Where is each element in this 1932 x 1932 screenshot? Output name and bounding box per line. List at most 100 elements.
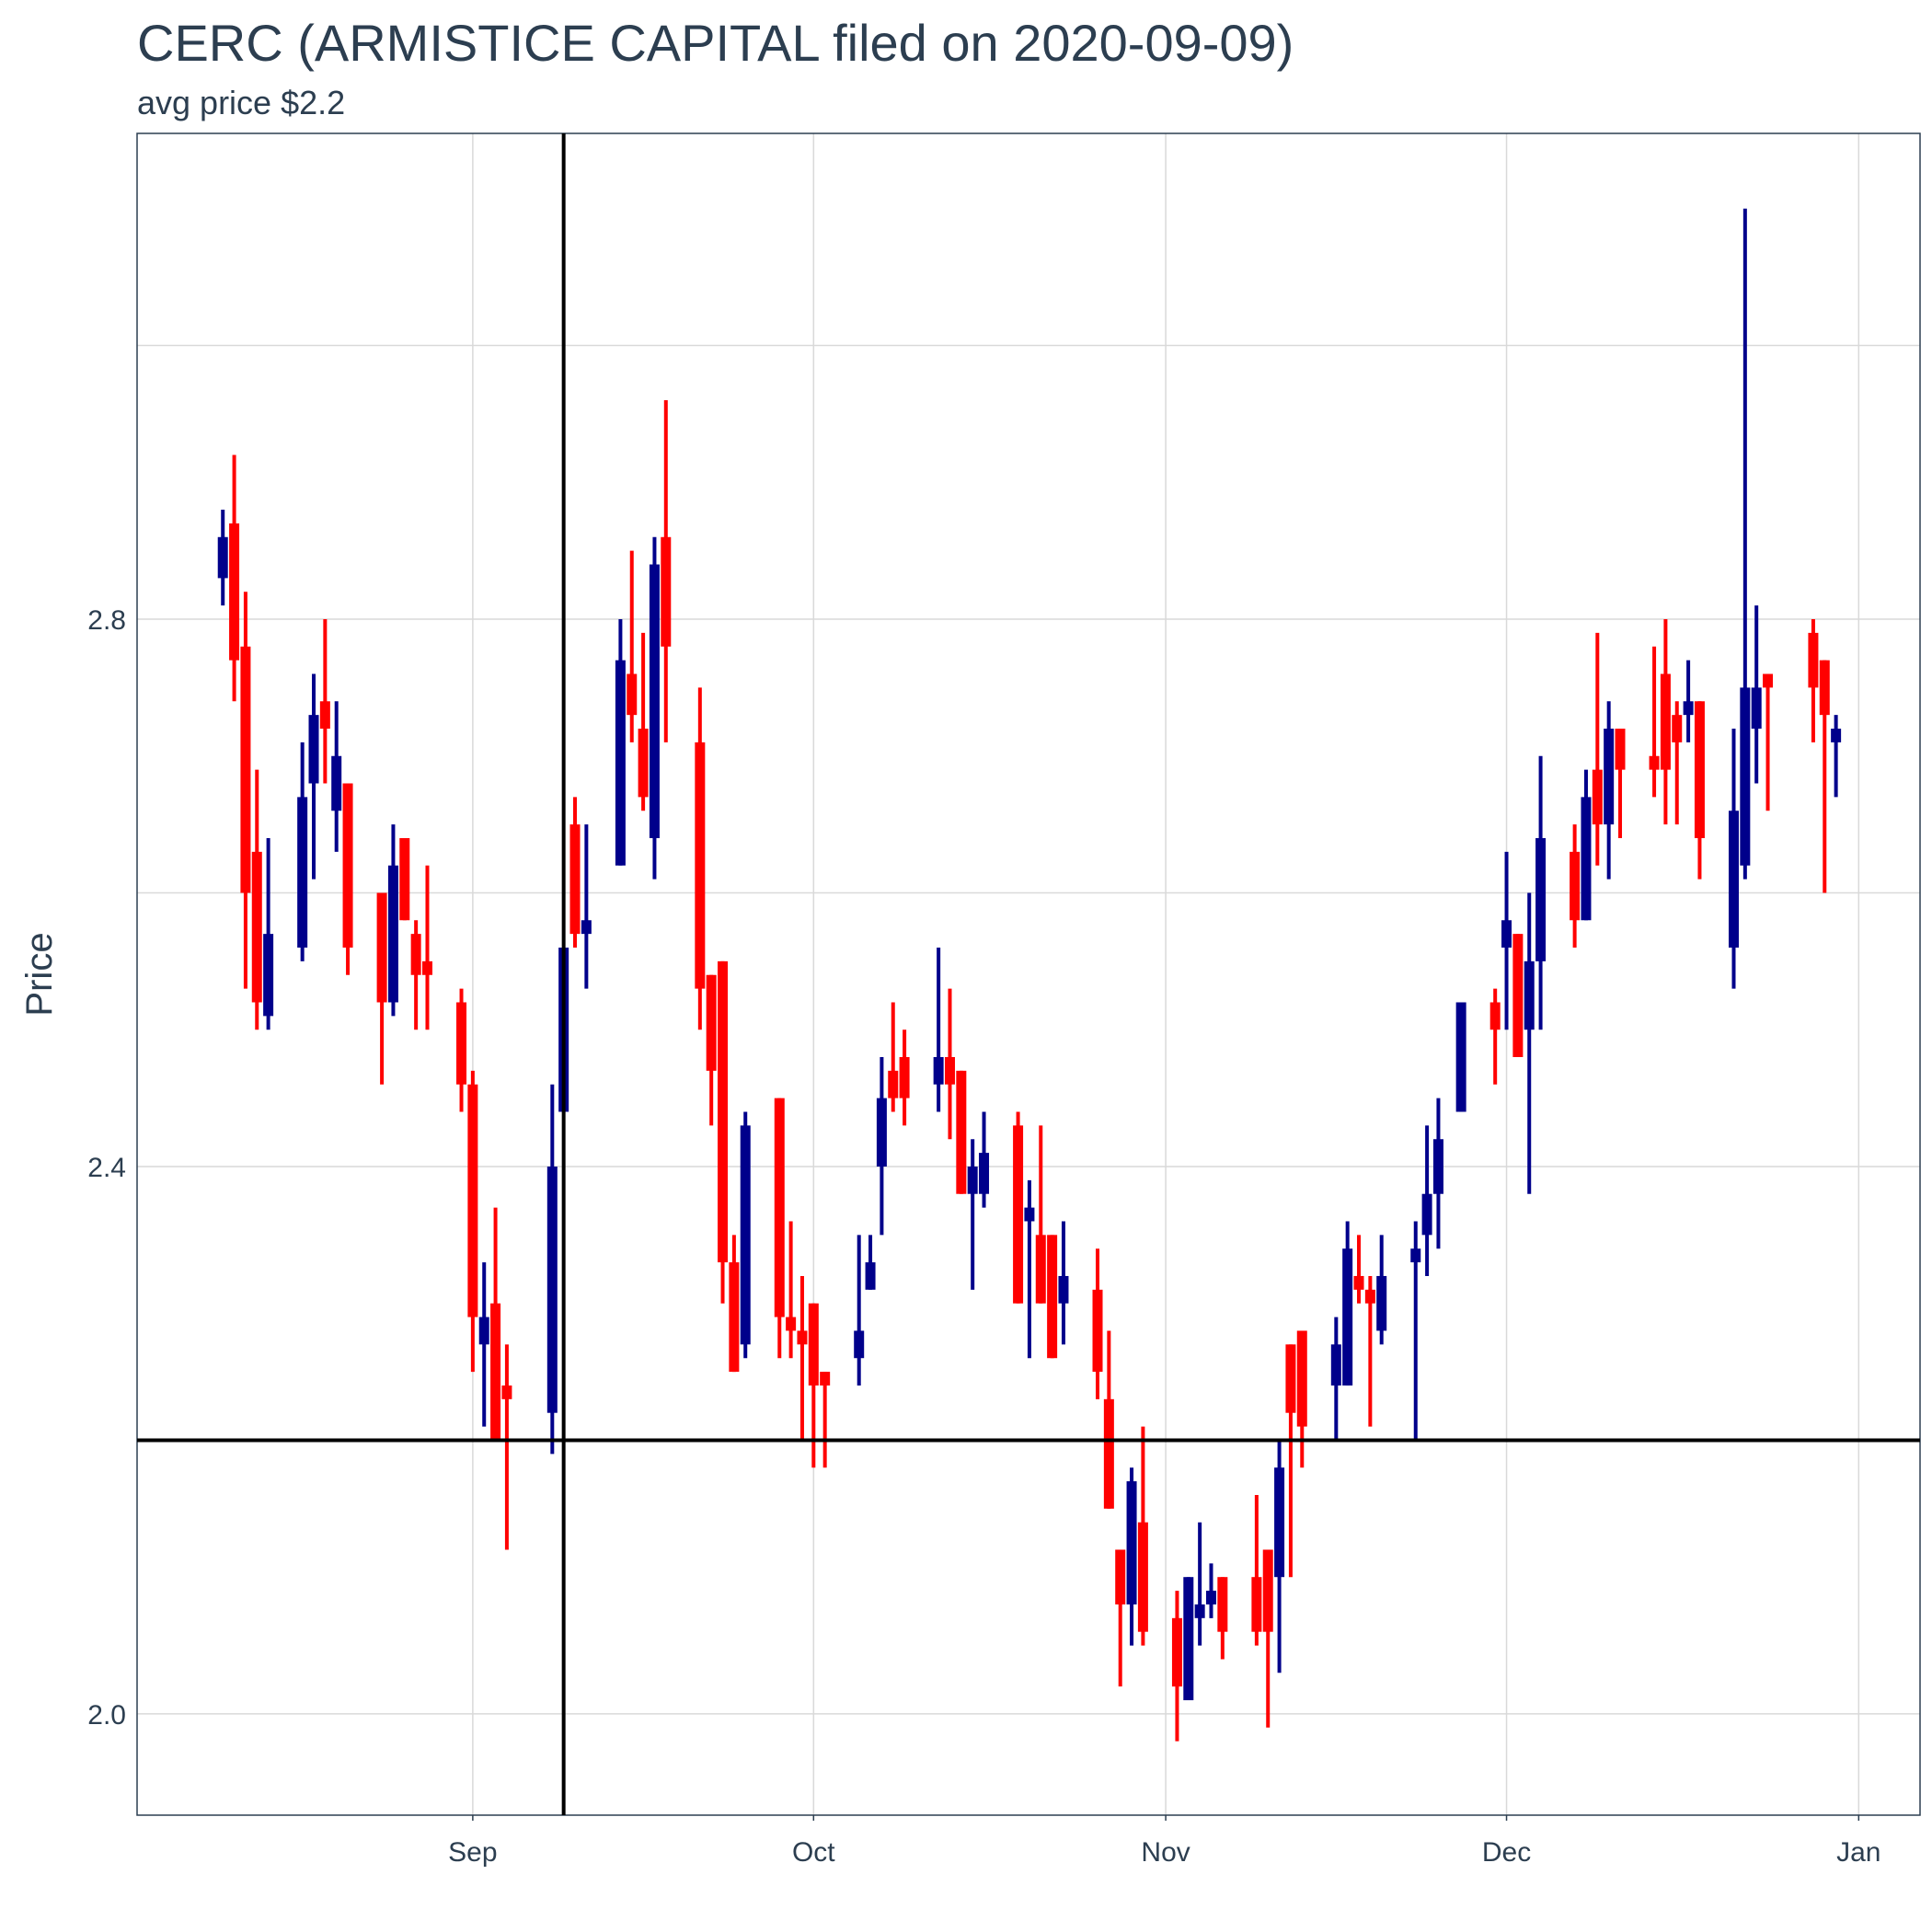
candle-body [1285, 1344, 1296, 1413]
candle-body [1251, 1577, 1262, 1632]
candle-body [718, 960, 729, 1263]
x-tick-label: Sep [448, 1837, 497, 1868]
candle-body [501, 1385, 512, 1399]
candle-body [661, 536, 672, 647]
candle-body [569, 824, 581, 935]
candle-body [1694, 701, 1705, 839]
candle-body [1432, 1139, 1443, 1194]
candle-body [1013, 1125, 1024, 1304]
candle-body [1296, 1330, 1307, 1427]
candle-body [729, 1262, 740, 1373]
candle-body [638, 729, 649, 798]
candle-body [581, 920, 592, 935]
candle-body [1205, 1591, 1216, 1604]
candle-body [808, 1303, 819, 1386]
candle-body [1489, 1002, 1501, 1030]
y-tick-label: 2.4 [87, 1153, 126, 1183]
candle-body [1683, 701, 1694, 716]
x-tick-label: Nov [1141, 1837, 1190, 1868]
candle-body [695, 742, 706, 989]
candle-body [1194, 1604, 1205, 1618]
candle-body [1342, 1248, 1353, 1386]
candle-body [1035, 1235, 1046, 1304]
candle-body [888, 1070, 899, 1098]
candle-body [774, 1098, 785, 1317]
candle-body [820, 1372, 831, 1386]
candle-body [1831, 729, 1842, 742]
chart-title: CERC (ARMISTICE CAPITAL filed on 2020-09… [137, 14, 1294, 72]
candle-body [387, 865, 398, 1003]
candle-body [1808, 632, 1819, 688]
candle-body [1581, 797, 1592, 921]
candle-body [1410, 1248, 1421, 1263]
candle-body [421, 960, 432, 975]
candle-body [297, 797, 308, 948]
y-tick-label: 2.0 [87, 1700, 126, 1731]
candle-body [1455, 1002, 1466, 1112]
candle-body [376, 892, 387, 1003]
candle-body [1364, 1289, 1375, 1304]
candle-body [1126, 1481, 1137, 1604]
candle-body [967, 1166, 978, 1194]
candle-body [1421, 1193, 1432, 1236]
candle-body [546, 1166, 558, 1413]
candle-body [1376, 1275, 1387, 1331]
candle-body [854, 1330, 865, 1359]
candle-body [706, 974, 717, 1071]
candle-body [876, 1098, 887, 1167]
candle-body [933, 1056, 944, 1085]
candle-body [1592, 769, 1603, 825]
candle-body [1604, 729, 1615, 825]
candle-body [229, 523, 240, 661]
candle-body [1501, 920, 1512, 948]
candle-body [1137, 1522, 1148, 1632]
candle-body [1535, 838, 1547, 961]
candle-body [1512, 934, 1524, 1057]
candle-body [1728, 811, 1739, 948]
x-tick-label: Oct [792, 1837, 835, 1868]
candle-body [1615, 729, 1626, 770]
candle-body [1103, 1398, 1114, 1509]
candle-body [1115, 1549, 1126, 1604]
candle-body [1024, 1207, 1035, 1222]
y-axis-label: Price [19, 932, 60, 1016]
candle-body [1171, 1617, 1182, 1687]
candle-body [956, 1070, 967, 1194]
x-tick-label: Jan [1836, 1837, 1880, 1868]
x-tick-label: Dec [1482, 1837, 1531, 1868]
candle-body [456, 1002, 467, 1085]
candle-body [399, 838, 410, 921]
candle-body [1047, 1235, 1058, 1359]
candle-body [217, 536, 228, 579]
candle-body [1524, 960, 1535, 1030]
candle-body [1330, 1344, 1341, 1386]
chart-subtitle: avg price $2.2 [137, 84, 345, 121]
candle-body [797, 1330, 808, 1345]
candle-body [263, 934, 274, 1017]
candle-body [944, 1056, 955, 1085]
candle-body [251, 851, 262, 1003]
candle-body [240, 646, 251, 893]
candle-body [1353, 1275, 1364, 1290]
candle-body [1763, 673, 1774, 688]
candle-body [1672, 715, 1683, 742]
candle-body [1660, 673, 1671, 770]
candle-body [342, 783, 353, 948]
candle-body [331, 755, 342, 811]
candle-body [1092, 1289, 1103, 1373]
candle-body [740, 1125, 751, 1345]
candle-body [627, 673, 638, 716]
candle-body [899, 1056, 910, 1098]
candle-body [1649, 755, 1660, 770]
candle-body [1274, 1467, 1285, 1578]
candle-body [615, 660, 626, 866]
candle-body [1570, 851, 1581, 921]
plot-border [136, 132, 1921, 1816]
candle-body [1740, 687, 1751, 866]
candle-body [979, 1153, 990, 1194]
candle-body [1819, 660, 1830, 716]
candle-body [649, 564, 660, 839]
candle-body [1217, 1577, 1228, 1632]
candle-body [1058, 1275, 1069, 1304]
